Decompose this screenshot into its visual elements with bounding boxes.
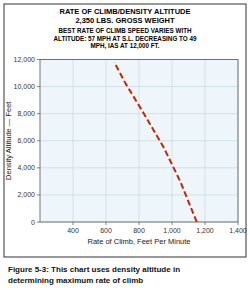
tick xyxy=(172,222,173,225)
tick xyxy=(238,222,239,225)
caption: Figure 5-3: This chart uses density alti… xyxy=(8,265,180,274)
subtitle: MPH, IAS AT 12,000 FT. xyxy=(91,42,160,50)
tick xyxy=(37,194,40,195)
tick-label: 1,200 xyxy=(196,227,214,234)
series xyxy=(114,62,197,222)
tick xyxy=(139,222,140,225)
subtitle: ALTITUDE: 57 MPH AT S.L. DECREASING TO 4… xyxy=(54,35,197,42)
title: 2,350 LBS. GROSS WEIGHT xyxy=(75,16,175,25)
tick-label: 400 xyxy=(67,227,79,234)
tick-label: 4,000 xyxy=(17,164,35,171)
caption: determining maximum rate of climb xyxy=(8,276,143,285)
line xyxy=(114,62,197,222)
tick-label: 800 xyxy=(133,227,145,234)
chart: RATE OF CLIMB/DENSITY ALTITUDE2,350 LBS.… xyxy=(0,0,250,300)
plot-frame xyxy=(40,60,238,223)
tick-label: 12,000 xyxy=(14,56,36,63)
subtitle: BEST RATE OF CLIMB SPEED VARIES WITH xyxy=(58,27,192,34)
grid-line xyxy=(40,113,238,114)
grid xyxy=(40,60,238,223)
tick-label: 1,000 xyxy=(163,227,181,234)
grid-line xyxy=(40,167,238,168)
tick-label: 600 xyxy=(100,227,112,234)
tick-label: 1,400 xyxy=(229,227,247,234)
tick-label: 6,000 xyxy=(17,137,35,144)
grid-line xyxy=(40,86,238,87)
plot-background xyxy=(40,60,238,223)
tick xyxy=(37,113,40,114)
tick xyxy=(37,167,40,168)
tick-label: 2,000 xyxy=(17,191,35,198)
tick xyxy=(37,140,40,141)
tick-label: 8,000 xyxy=(17,110,35,117)
tick-label: 10,000 xyxy=(14,83,36,90)
grid-line xyxy=(40,140,238,141)
y-axis-label: Density Altitude — Feet xyxy=(4,101,13,180)
tick xyxy=(73,222,74,225)
grid-line xyxy=(40,194,238,195)
title: RATE OF CLIMB/DENSITY ALTITUDE xyxy=(60,7,191,16)
outer-box xyxy=(4,4,246,257)
x-axis-label: Rate of Climb, Feet Per Minute xyxy=(88,237,191,246)
axes: 400 600 800 1,000 1,200 1,400 0 2,000 4,000 6,000… xyxy=(14,56,247,234)
tick xyxy=(37,86,40,87)
tick xyxy=(37,222,40,223)
tick xyxy=(106,222,107,225)
tick-label: 0 xyxy=(31,219,35,226)
tick xyxy=(205,222,206,225)
tick xyxy=(37,59,40,60)
